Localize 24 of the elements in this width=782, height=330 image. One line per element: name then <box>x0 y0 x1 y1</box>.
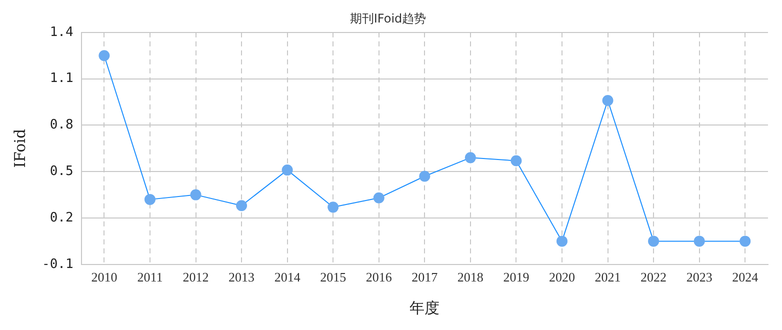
x-tick-label: 2010 <box>91 270 118 285</box>
chart-title: 期刊IFoid趋势 <box>350 11 426 26</box>
y-axis-title: IFoid <box>10 128 29 168</box>
x-tick-label: 2018 <box>457 270 484 285</box>
y-tick-label: -0.1 <box>42 256 74 272</box>
x-tick-label: 2024 <box>732 270 759 285</box>
x-axis-title: 年度 <box>410 298 440 317</box>
x-tick-label: 2011 <box>137 270 163 285</box>
x-tick-label: 2012 <box>182 270 209 285</box>
y-tick-label: 1.1 <box>50 71 74 86</box>
x-tick-label: 2023 <box>686 270 712 285</box>
y-tick-label: 0.2 <box>50 210 74 226</box>
x-tick-label: 2016 <box>366 270 392 285</box>
y-tick-label: 1.4 <box>50 24 74 40</box>
x-tick-label: 2019 <box>503 270 530 285</box>
y-tick-label: 0.8 <box>50 118 74 133</box>
x-tick-label: 2021 <box>594 270 621 285</box>
x-tick-label: 2022 <box>640 270 667 285</box>
x-tick-label: 2014 <box>274 270 301 285</box>
x-tick-label: 2015 <box>320 270 346 285</box>
x-tick-label: 2013 <box>228 270 255 285</box>
x-tick-label: 2020 <box>548 270 575 285</box>
x-tick-label: 2017 <box>412 270 438 285</box>
y-tick-label: 0.5 <box>50 164 74 179</box>
